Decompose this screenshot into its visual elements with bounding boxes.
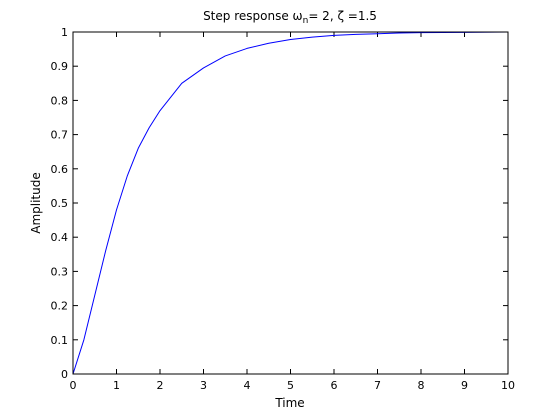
x-tick-label: 2 bbox=[157, 379, 164, 392]
y-tick-label: 1 bbox=[61, 26, 68, 39]
plot-frame bbox=[72, 31, 509, 375]
x-tick-label: 1 bbox=[113, 379, 120, 392]
x-tick-label: 3 bbox=[200, 379, 207, 392]
y-tick-label: 0.2 bbox=[51, 300, 69, 313]
y-tick-label: 0.6 bbox=[51, 163, 69, 176]
plot-area bbox=[73, 32, 508, 374]
y-tick-label: 0.9 bbox=[51, 60, 69, 73]
tick-layer: 0 1 2 3 4 5 6 7 8 9 10 0 0.1 0.2 0.3 0.4 0.5 0.6 0.7 0.8 0.9… bbox=[51, 26, 516, 392]
y-tick-label: 0.3 bbox=[51, 265, 69, 278]
y-tick-label: 0 bbox=[61, 368, 68, 381]
x-tick-label: 4 bbox=[244, 379, 251, 392]
x-tick-label: 0 bbox=[70, 379, 77, 392]
series-layer bbox=[72, 31, 509, 375]
x-tick-label: 8 bbox=[418, 379, 425, 392]
zeta-symbol: ζ bbox=[337, 9, 344, 23]
x-tick-label: 10 bbox=[501, 379, 515, 392]
omega-subscript: n bbox=[303, 16, 309, 26]
y-tick-label: 0.1 bbox=[51, 334, 69, 347]
chart-title: Step response ωn= 2, ζ =1.5 bbox=[203, 9, 377, 26]
x-axis-label: Time bbox=[274, 396, 304, 410]
x-tick-label: 6 bbox=[331, 379, 338, 392]
x-tick-label: 7 bbox=[374, 379, 381, 392]
y-axis-label: Amplitude bbox=[29, 172, 43, 234]
x-tick-label: 5 bbox=[287, 379, 294, 392]
x-tick-label: 9 bbox=[461, 379, 468, 392]
y-tick-label: 0.5 bbox=[51, 197, 69, 210]
step-response-line bbox=[72, 31, 509, 375]
y-tick-label: 0.8 bbox=[51, 94, 69, 107]
y-tick-label: 0.7 bbox=[51, 129, 69, 142]
omega-symbol: ω bbox=[293, 9, 303, 23]
y-tick-label: 0.4 bbox=[51, 231, 69, 244]
